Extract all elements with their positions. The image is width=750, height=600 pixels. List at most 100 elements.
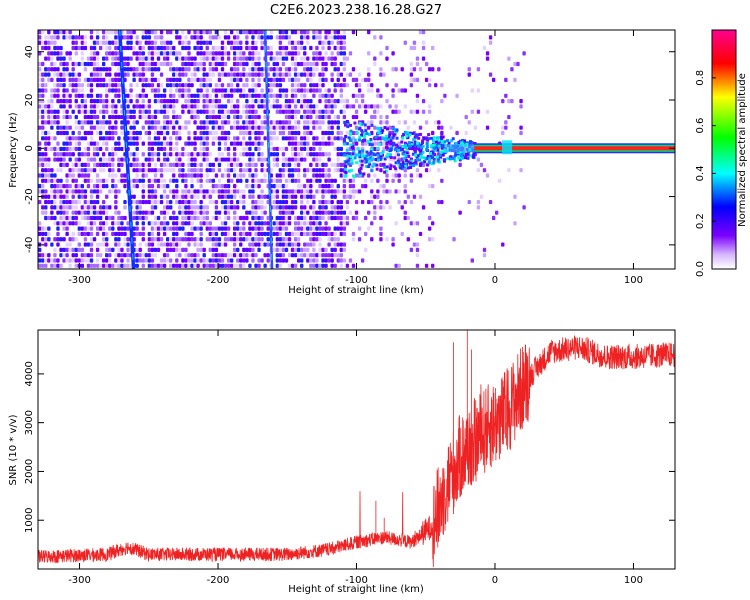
spectrogram-cell [162,45,167,51]
spectrogram-cell [275,109,280,114]
spectrogram-blob-cell [418,132,422,136]
spectrogram-cell [303,189,307,194]
spectrogram-blob-cell [471,155,475,159]
spectrogram-cell [89,125,94,130]
spectrogram-cell [303,83,307,88]
spectrogram-cell [44,120,48,125]
spectrogram-cell [202,40,206,45]
spectrogram-cell [287,173,292,178]
spectrogram-cell [53,40,57,45]
spectrogram-blob-cell [363,136,367,140]
spectrogram-blob-cell [432,143,436,147]
spectrogram-cell [376,88,380,93]
spectrogram-cell [196,152,200,157]
spectrogram-blob-cell [425,156,429,160]
spectrogram-cell [144,77,149,82]
spectrogram-cell [74,162,78,167]
spectrogram-cell [196,168,200,173]
spectrogram-cell [178,125,182,130]
spectrogram-cell [175,263,179,268]
spectrogram-cell [62,125,66,130]
spectrogram-cell [303,146,307,152]
spectrogram-cell [77,189,82,194]
spectrogram-cell [135,99,139,104]
spectrogram-cell [71,210,75,215]
spectrogram-cell [208,178,213,183]
spectrogram-cell [217,189,222,194]
spectrogram-cell [126,30,130,35]
spectrogram-cell [47,104,51,109]
spectrogram-cell [370,104,374,109]
spectrogram-cell [105,93,109,98]
spectrogram-cell [114,83,118,88]
spectrogram-cell [248,247,252,252]
spectrogram-cell [117,178,121,183]
spectrogram-cell [296,237,301,242]
spectrogram-cell [211,199,216,205]
spectrogram-cell [199,88,203,93]
spectrogram-blob-cell [458,158,462,162]
spectrogram-cell [120,247,124,252]
spectrogram-cell [321,72,325,77]
spectrogram-cell [165,130,170,136]
spectrogram-cell [354,210,359,215]
spectrogram-cell [293,30,298,35]
spectrogram-cell [324,109,328,114]
spectrogram-cell [306,242,310,247]
spectrogram-cell [254,83,258,88]
spectrogram-cell [293,45,298,51]
spectrogram-cell [226,109,231,114]
spectrogram-cell [232,141,237,146]
spectrogram-cell [507,56,511,61]
spectrogram-cell [175,242,179,247]
spectrogram-blob-cell [369,137,373,141]
spectrogram-cell [211,99,216,104]
spectrogram-cell [226,226,231,231]
spectrogram-cell [89,237,94,242]
spectrogram-cell [223,194,228,199]
spectrogram-cell [257,199,261,205]
spectrogram-blob-cell [374,135,378,139]
spectrogram-cell [59,162,63,167]
spectrogram-cell [114,104,118,109]
spectrogram-cell [239,72,243,77]
spectrogram-cell [303,173,307,178]
spectrogram-cell [367,104,371,109]
spectrogram-cell [357,88,362,93]
spectrogram-cell [132,104,136,109]
spectrogram-cell [47,72,51,77]
spectrogram-cell [41,109,45,114]
spectrogram-cell [68,83,72,88]
spectrogram-cell [105,253,109,258]
spectrogram-cell [403,210,407,215]
spectrogram-blob-cell [391,136,395,140]
spectrogram-cell [202,210,206,215]
spectrogram-cell [333,88,337,93]
spectrogram-cell [162,40,167,45]
spectrogram-cell [318,173,322,178]
spectrogram-cell [232,226,237,231]
spectrogram-cell [309,189,313,194]
spectrogram-cell [278,67,283,72]
spectrogram-cell [211,247,216,252]
spectrogram-cell [98,221,103,226]
spectrogram-cell [306,141,310,146]
spectrogram-cell [150,189,155,194]
spectrogram-cell [53,237,57,242]
spectrogram-cell [68,263,72,268]
spectrogram-cell [162,253,167,258]
spectrogram-blob-cell [393,156,397,160]
spectrogram-cell [50,35,54,40]
spectrogram-cell [239,130,243,136]
spectrogram-cell [175,35,179,40]
spectrogram-cell [184,72,188,77]
spectrogram-cell [245,40,249,45]
spectrogram-cell [312,247,316,252]
spectrogram-cell [153,221,158,226]
spectrogram-cell [336,242,340,247]
spectrogram-cell [101,125,106,130]
spectrogram-cell [196,125,200,130]
spectrogram-cell [367,88,371,93]
spectrogram-cell [336,184,340,189]
diagonal-artifact [263,29,274,270]
